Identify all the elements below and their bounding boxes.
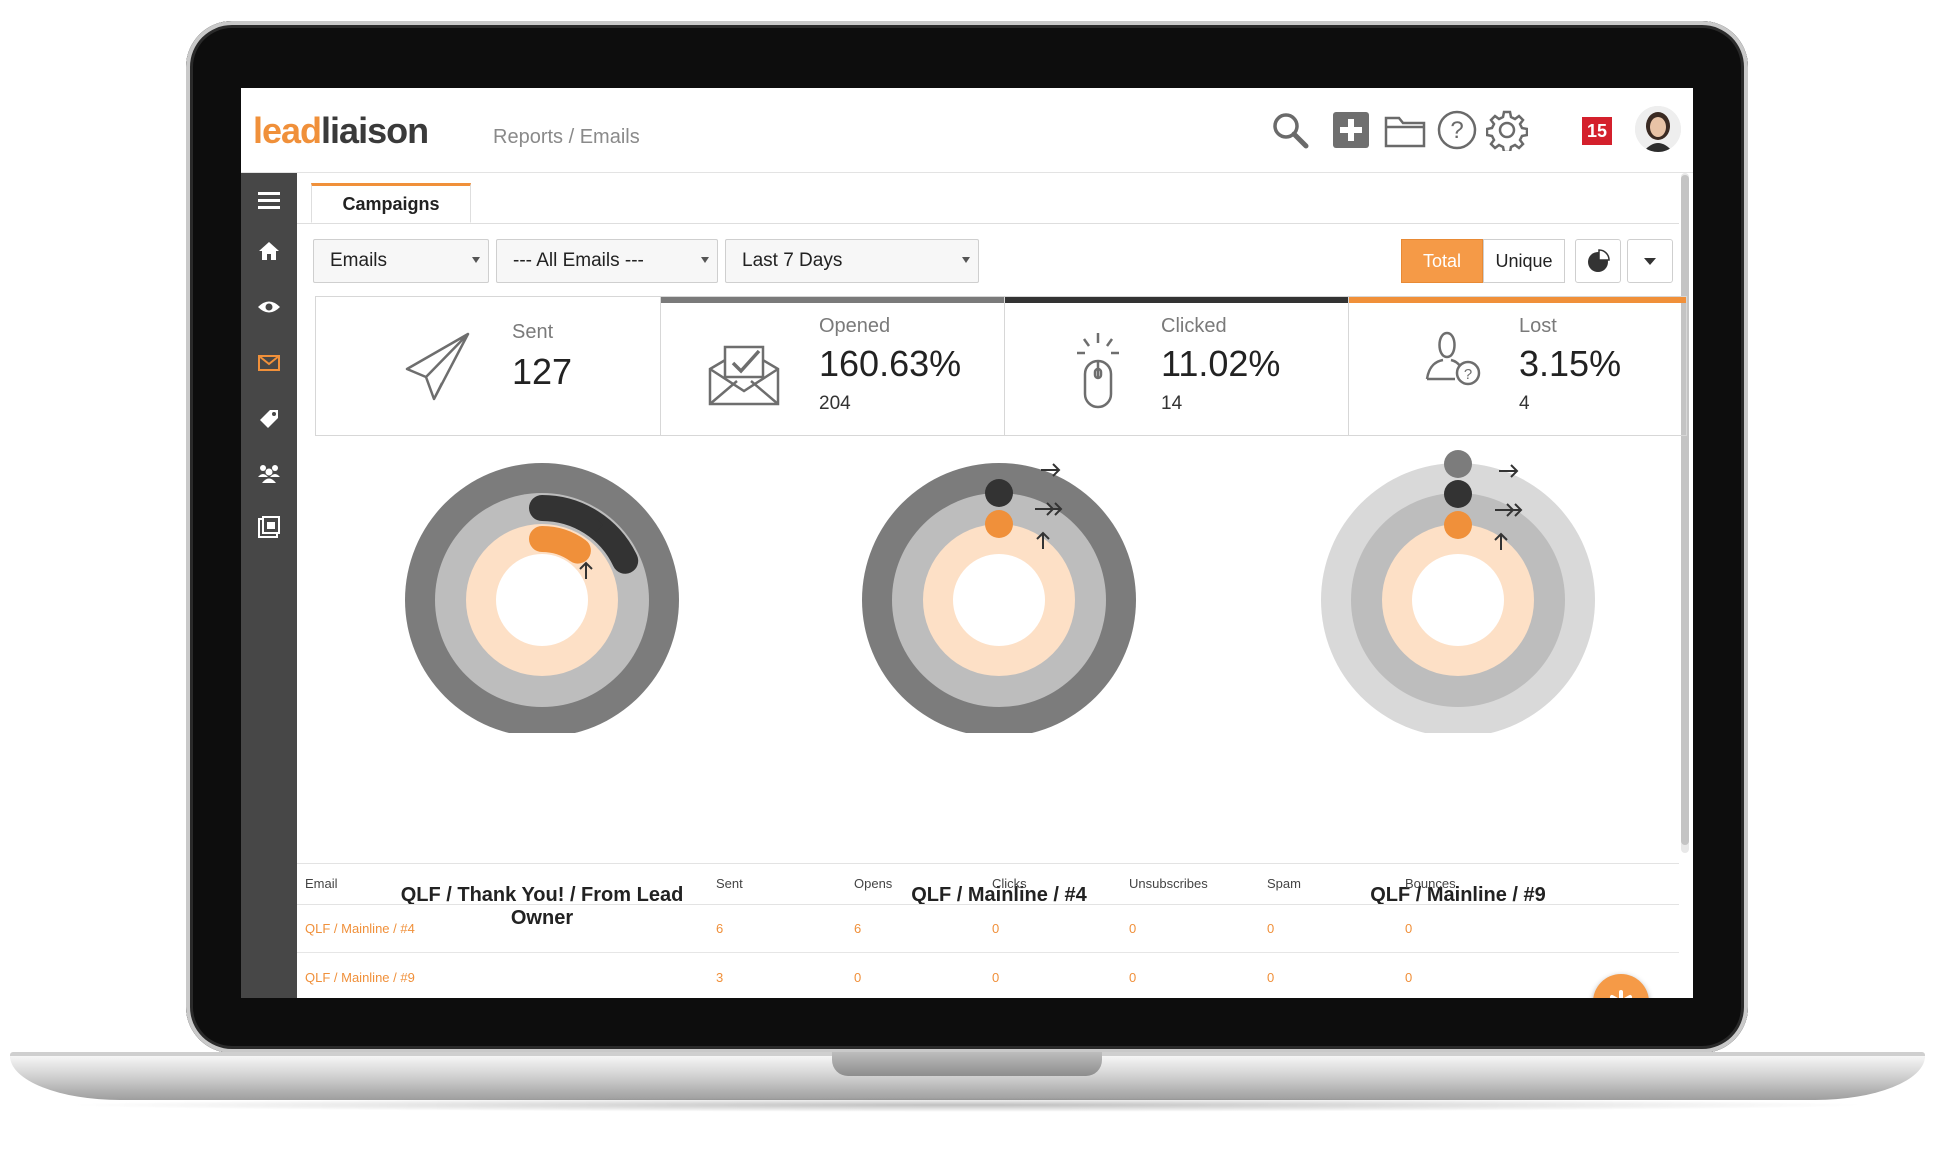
chevron-down-icon (472, 257, 480, 263)
top-header: leadliaison Reports / Emails ? 15 (241, 88, 1693, 173)
donut-label-2: QLF / Mainline / #4 (911, 884, 1087, 906)
table-row[interactable]: QLF / Mainline / #9 3 0 0 0 0 0 (297, 953, 1679, 998)
email-icon[interactable] (241, 343, 297, 383)
date-range-select[interactable]: Last 7 Days (725, 239, 979, 283)
add-icon[interactable] (1329, 108, 1373, 152)
tag-icon[interactable] (241, 399, 297, 439)
email-link[interactable]: QLF / Mainline / #4 (305, 921, 415, 936)
paper-plane-icon (405, 332, 470, 401)
donut-label-1: QLF / Thank You! / From Lead Owner (400, 884, 684, 929)
media-icon[interactable] (241, 507, 297, 547)
tab-bar: Campaigns (297, 173, 1679, 224)
total-toggle[interactable]: Total (1401, 239, 1483, 283)
up-arrow-icon (579, 561, 593, 579)
svg-text:?: ? (1450, 117, 1463, 144)
avatar[interactable] (1635, 106, 1681, 152)
unique-toggle[interactable]: Unique (1483, 239, 1565, 283)
chevron-down-icon (701, 257, 709, 263)
sidebar (241, 173, 297, 998)
search-icon[interactable] (1268, 108, 1312, 152)
double-arrow-icon (1495, 503, 1523, 517)
arrow-icon (1499, 464, 1519, 478)
donut-chart-1-middle-arc (529, 495, 639, 574)
donut-chart-2-inner-dot (985, 510, 1013, 538)
stat-lost: ? Lost 3.15% 4 (1348, 297, 1686, 435)
stats-panel: Sent 127 Opened 160.63% 204 Clicked 11.0… (315, 296, 1687, 436)
table-row[interactable]: QLF / Mainline / #4 6 6 0 0 0 0 (297, 904, 1679, 953)
main-content: Campaigns Emails --- All Emails --- Last… (297, 173, 1693, 998)
menu-icon[interactable] (241, 180, 297, 220)
stat-opened: Opened 160.63% 204 (660, 297, 1004, 435)
folder-icon[interactable] (1383, 108, 1427, 152)
people-icon[interactable] (241, 453, 297, 493)
tab-campaigns[interactable]: Campaigns (311, 183, 471, 223)
mouse-click-icon (1077, 333, 1119, 409)
column-header[interactable]: Bounces (1405, 876, 1456, 891)
svg-text:?: ? (1464, 366, 1472, 383)
type-select[interactable]: Emails (313, 239, 489, 283)
double-arrow-icon (1035, 502, 1063, 516)
up-arrow-icon (1494, 532, 1508, 550)
donut-chart-2-middle-dot (985, 479, 1013, 507)
opened-envelope-icon (708, 345, 780, 406)
notification-badge[interactable]: 15 (1582, 117, 1612, 145)
asterisk-icon (1610, 990, 1632, 998)
emails-select[interactable]: --- All Emails --- (496, 239, 718, 283)
lost-user-icon: ? (1425, 331, 1481, 386)
home-icon[interactable] (241, 231, 297, 271)
column-header[interactable]: Opens (854, 876, 893, 891)
options-dropdown-button[interactable] (1627, 239, 1673, 283)
donut-chart-1-inner-arc (529, 525, 591, 564)
donut-chart-3[interactable] (1321, 450, 1595, 733)
donut-chart-3-inner-dot (1444, 511, 1472, 539)
column-header[interactable]: Sent (716, 876, 743, 891)
stat-clicked: Clicked 11.02% 14 (1004, 297, 1348, 435)
laptop-shadow (60, 1098, 1875, 1112)
donut-chart-2[interactable] (862, 463, 1136, 733)
app-screen: leadliaison Reports / Emails ? 15 (241, 88, 1693, 998)
up-arrow-icon (1036, 531, 1050, 549)
chevron-down-icon (962, 257, 970, 263)
arrow-icon (1041, 463, 1061, 477)
breadcrumb[interactable]: Reports / Emails (493, 126, 640, 148)
donut-charts (405, 450, 1595, 733)
donut-chart-1[interactable] (405, 463, 679, 733)
donut-chart-3-outer-dot (1444, 450, 1472, 478)
column-header[interactable]: Clicks (992, 876, 1027, 891)
logo[interactable]: leadliaison (253, 110, 429, 151)
email-link[interactable]: QLF / Mainline / #9 (305, 970, 415, 985)
table-header: Email Sent Opens Clicks Unsubscribes Spa… (297, 863, 1679, 905)
stat-sent: Sent 127 (316, 297, 660, 435)
eye-icon[interactable] (241, 287, 297, 327)
column-header[interactable]: Spam (1267, 876, 1301, 891)
arrow-icon (584, 518, 604, 532)
donut-label-3: QLF / Mainline / #9 (1370, 884, 1546, 906)
gear-icon[interactable] (1485, 108, 1529, 152)
pie-chart-icon (1588, 249, 1610, 272)
column-header[interactable]: Email (305, 876, 338, 891)
column-header[interactable]: Unsubscribes (1129, 876, 1208, 891)
chevron-down-icon (1644, 257, 1656, 265)
scrollbar-thumb[interactable] (1681, 175, 1689, 845)
help-icon[interactable]: ? (1435, 108, 1479, 152)
chart-type-button[interactable] (1575, 239, 1621, 283)
laptop-notch (832, 1052, 1102, 1076)
donut-chart-3-middle-dot (1444, 480, 1472, 508)
